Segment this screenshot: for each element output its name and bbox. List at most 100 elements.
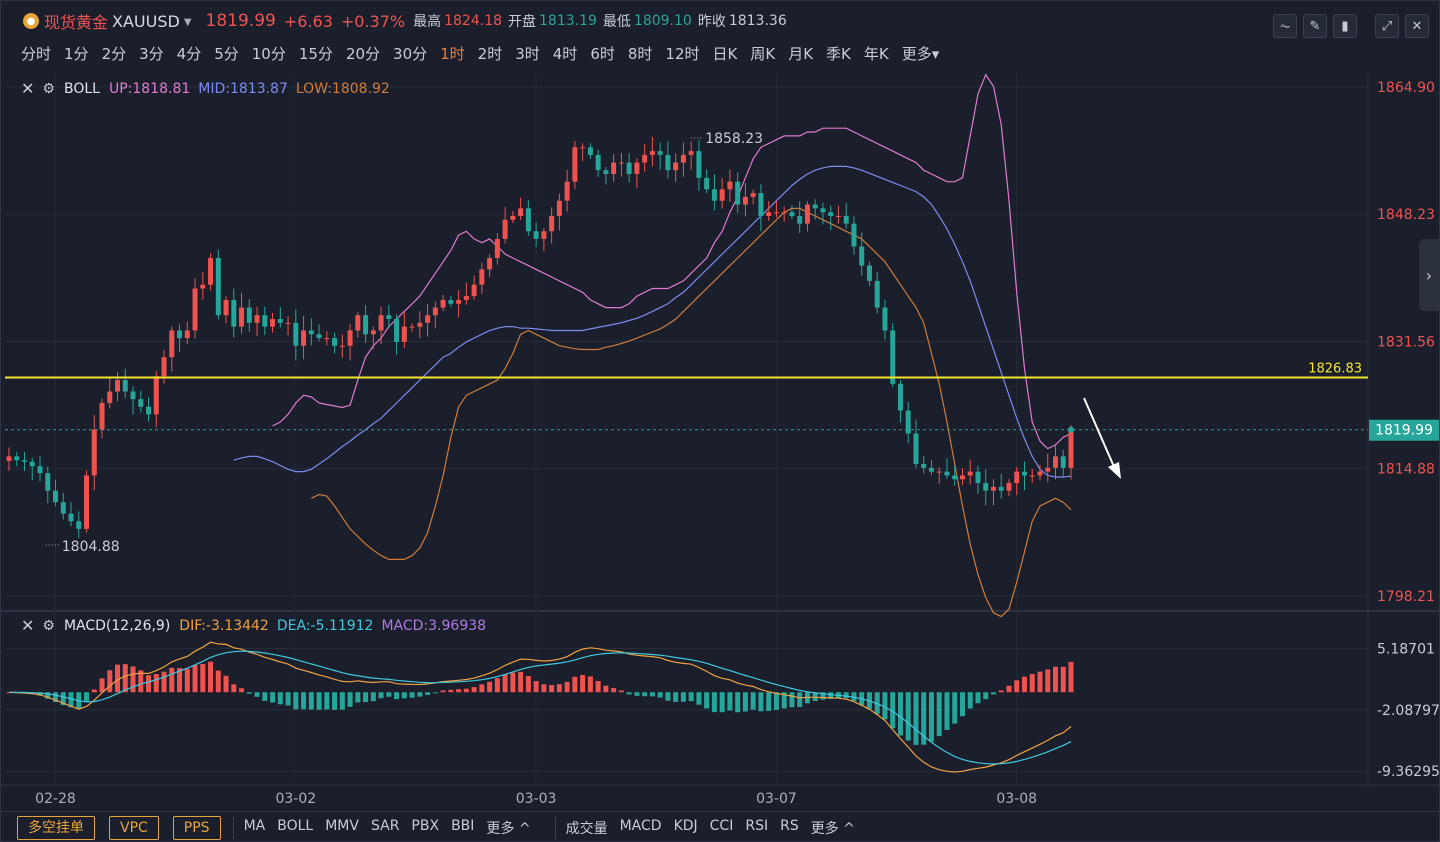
gear-icon[interactable]: ⚙	[42, 80, 55, 97]
macd-histogram-bar	[525, 676, 531, 693]
macd-histogram-bar	[169, 667, 175, 693]
macd-histogram-bar	[735, 692, 741, 713]
candle-body	[843, 215, 849, 224]
line-chart-icon[interactable]: ⏦	[1273, 14, 1297, 38]
candle-body	[649, 151, 655, 155]
macd-histogram-bar	[107, 670, 113, 693]
macd-histogram-bar	[363, 692, 369, 703]
period-tab[interactable]: 2分	[101, 45, 127, 63]
main-indicator-item[interactable]: PBX	[411, 817, 440, 834]
period-tab[interactable]: 5分	[214, 45, 239, 63]
close-icon[interactable]: ✕	[21, 79, 35, 98]
period-tab[interactable]: 3时	[515, 45, 540, 63]
sub-indicator-item[interactable]: MACD	[619, 817, 662, 834]
candle-body	[494, 238, 500, 258]
period-tab[interactable]: 1分	[64, 45, 89, 63]
pps-button[interactable]: PPS	[172, 815, 221, 840]
macd-histogram-bar	[719, 692, 725, 713]
prev-close-label: 昨收	[697, 14, 726, 30]
candle-body	[797, 215, 803, 224]
macd-histogram-bar	[944, 692, 950, 730]
macd-histogram-bar	[130, 666, 136, 693]
sub-indicator-item[interactable]: RS	[780, 817, 799, 834]
period-tab[interactable]: 10分	[251, 45, 286, 63]
candle-body	[463, 296, 469, 300]
period-tab[interactable]: 季K	[826, 45, 851, 63]
macd-tick-label: -2.08797	[1377, 703, 1440, 719]
instrument-symbol[interactable]: XAUUSD	[112, 11, 180, 31]
period-tab[interactable]: 6时	[590, 45, 615, 63]
candle-body	[386, 315, 392, 320]
period-tab[interactable]: 更多▾	[901, 45, 940, 63]
sub-indicator-item[interactable]: RSI	[745, 817, 769, 834]
low-label: 最低	[602, 14, 631, 30]
main-indicator-item[interactable]: 更多 ^	[486, 820, 531, 837]
candle-body	[14, 456, 20, 461]
period-tab[interactable]: 2时	[477, 45, 503, 63]
macd-histogram-bar	[1060, 666, 1066, 693]
macd-histogram-bar	[192, 665, 198, 693]
macd-histogram-bar	[541, 684, 547, 693]
period-tab[interactable]: 周K	[750, 45, 776, 63]
period-tab[interactable]: 20分	[345, 45, 381, 63]
candle-body	[587, 147, 593, 155]
order-book-button[interactable]: 多空挂单	[17, 815, 95, 840]
sub-indicator-item[interactable]: 成交量	[565, 820, 608, 837]
period-tab[interactable]: 日K	[712, 45, 738, 63]
candle-body	[487, 257, 493, 270]
main-indicator-item[interactable]: MA	[243, 817, 266, 834]
main-indicator-item[interactable]: BBI	[451, 817, 475, 834]
main-indicator-item[interactable]: MMV	[325, 817, 359, 834]
period-tab[interactable]: 15分	[298, 45, 333, 63]
gear-icon[interactable]: ⚙	[42, 617, 55, 634]
period-tab[interactable]: 月K	[788, 45, 814, 63]
price-tick-label: 1798.21	[1377, 589, 1435, 605]
main-indicator-item[interactable]: SAR	[370, 817, 400, 834]
candle-body	[735, 181, 741, 205]
candle-body	[1045, 467, 1051, 472]
period-tab[interactable]: 30分	[393, 45, 428, 63]
expand-icon[interactable]: ⤢	[1375, 14, 1399, 38]
period-tab[interactable]: 3分	[139, 45, 164, 63]
period-tab[interactable]: 1时	[440, 45, 465, 63]
close-icon[interactable]: ✕	[1405, 14, 1429, 38]
period-tab[interactable]: 4分	[176, 45, 202, 63]
period-tab[interactable]: 12时	[665, 45, 700, 63]
macd-histogram-bar	[781, 692, 787, 709]
macd-histogram-bar	[84, 692, 90, 702]
candle-body	[781, 212, 787, 214]
boll-name: BOLL	[63, 80, 100, 97]
period-tab[interactable]: 4时	[552, 45, 578, 63]
period-tab[interactable]: 年K	[863, 45, 889, 63]
sub-indicator-item[interactable]: CCI	[709, 817, 734, 834]
candle-body	[556, 200, 562, 216]
candle-body	[704, 177, 710, 190]
macd-dif-value: DIF:-3.13442	[179, 617, 269, 634]
macd-histogram-bar	[789, 692, 795, 708]
macd-histogram-bar	[952, 692, 958, 724]
sub-indicator-item[interactable]: 更多 ^	[810, 820, 855, 837]
chevron-right-icon[interactable]: ›	[1419, 239, 1439, 311]
macd-histogram-bar	[99, 678, 105, 693]
candle-body	[657, 151, 663, 155]
candle-body	[766, 212, 772, 216]
draw-pen-icon[interactable]: ✎	[1303, 14, 1327, 38]
sub-indicator-item[interactable]: KDJ	[673, 817, 698, 834]
macd-histogram-bar	[239, 688, 245, 693]
candlestick-icon[interactable]: ▮	[1333, 14, 1357, 38]
price-chart[interactable]: 1864.90 1848.23 1831.56 1814.88 1798.21 02-28…	[1, 1, 1440, 811]
period-tab[interactable]: 8时	[627, 45, 653, 63]
candle-body	[308, 330, 314, 335]
period-tab[interactable]: 分时	[21, 45, 52, 63]
vpc-button[interactable]: VPC	[109, 815, 159, 840]
candle-body	[401, 326, 407, 342]
price-change: +6.63	[283, 11, 333, 31]
candle-body	[626, 162, 632, 175]
candle-body	[866, 265, 872, 281]
close-icon[interactable]: ✕	[21, 616, 35, 635]
chevron-down-icon[interactable]: ▼	[183, 17, 192, 28]
macd-histogram-bar	[115, 664, 121, 693]
main-indicator-item[interactable]: BOLL	[277, 817, 314, 834]
candle-body	[983, 483, 989, 491]
date-tick-label: 02-28	[35, 791, 76, 807]
